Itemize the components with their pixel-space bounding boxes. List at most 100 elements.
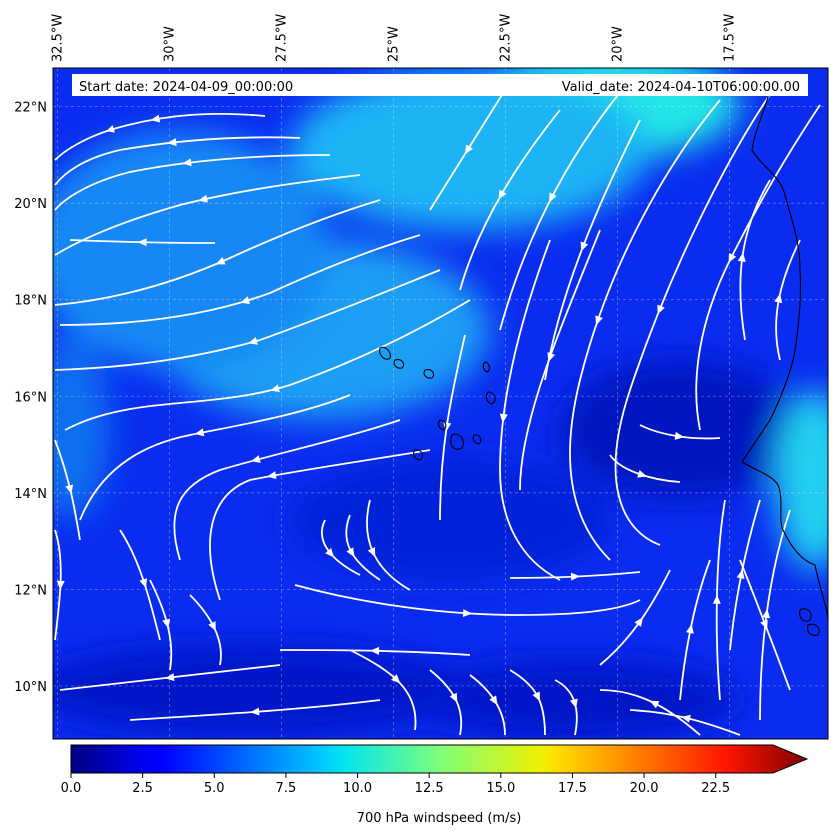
- colorbar-tick-label: 17.5: [558, 781, 587, 796]
- windspeed-low-east: [560, 360, 800, 500]
- streamline: [59, 664, 281, 691]
- streamline: [209, 449, 431, 601]
- streamline-arrow: [674, 431, 685, 440]
- streamline-arrow: [370, 646, 380, 655]
- colorbar-body: [70, 744, 809, 774]
- streamline-arrow: [194, 428, 205, 437]
- bijagos-island: [799, 608, 812, 622]
- cape-verde-island: [438, 419, 447, 431]
- streamline: [79, 394, 351, 521]
- streamline-arrow: [570, 572, 581, 581]
- streamline-arrow: [182, 158, 192, 167]
- bijagos-island: [807, 623, 820, 636]
- cape-verde-island: [472, 434, 482, 445]
- longitude-labels: 32.5°W 30°W 27.5°W 25°W 22.5°W 20°W 17.5°W: [50, 14, 737, 62]
- streamline-arrow: [736, 569, 745, 579]
- colorbar-ticks: 0.0 2.5 5.0 7.5 10.0 12.5 15.0 17.5 20.0 22.5: [61, 773, 730, 796]
- streamline: [294, 584, 641, 616]
- streamline-arrow: [634, 617, 643, 627]
- latitude-label: 20°N: [14, 197, 47, 212]
- latitude-label: 10°N: [14, 680, 47, 695]
- streamline-arrow: [649, 700, 660, 709]
- latitude-label: 12°N: [14, 583, 47, 598]
- streamline-arrow: [712, 594, 721, 604]
- streamline-arrow: [240, 296, 251, 304]
- cape-verde-island: [482, 361, 490, 373]
- latitude-label: 18°N: [14, 294, 47, 309]
- streamline-arrow: [250, 707, 260, 716]
- streamline-arrow: [498, 189, 507, 200]
- streamline-arrow: [449, 692, 458, 703]
- streamline-arrow: [532, 691, 541, 702]
- header-bar: [72, 74, 808, 96]
- colorbar-tick-label: 22.5: [701, 781, 730, 796]
- streamline-arrow: [547, 352, 556, 362]
- cape-verde-island: [379, 346, 391, 360]
- streamline: [54, 136, 301, 186]
- streamline: [64, 299, 471, 431]
- cape-verde-island: [413, 449, 424, 461]
- streamline-arrow: [65, 484, 74, 495]
- streamline-arrow: [464, 144, 474, 155]
- streamline-arrow: [774, 293, 783, 304]
- streamline: [499, 79, 631, 331]
- streamline: [54, 269, 441, 371]
- longitude-label: 30°W: [162, 26, 177, 62]
- streamline-arrow: [367, 547, 376, 557]
- streamline-arrow: [685, 624, 694, 634]
- streamline-arrow: [462, 609, 473, 618]
- windspeed-core-coast: [775, 390, 828, 570]
- streamline: [173, 419, 401, 561]
- streamline-arrow: [570, 698, 578, 709]
- streamline-arrow: [266, 471, 277, 480]
- streamline-arrow: [549, 192, 557, 203]
- streamline: [321, 519, 361, 576]
- cape-verde-island: [423, 369, 435, 379]
- streamline-arrow: [167, 138, 177, 147]
- streamline-arrow: [637, 469, 647, 478]
- colorbar-tick-label: 20.0: [630, 781, 659, 796]
- cape-verde-island: [393, 359, 405, 369]
- streamline-arrow: [162, 618, 171, 629]
- streamline: [569, 99, 721, 561]
- cape-verde-island: [485, 391, 496, 405]
- streamline: [599, 689, 701, 736]
- colorbar-tick-label: 10.0: [343, 781, 372, 796]
- windspeed-core-west: [53, 130, 330, 370]
- streamline-arrow: [325, 548, 335, 558]
- longitude-label: 22.5°W: [498, 14, 513, 62]
- colorbar-tick-label: 5.0: [204, 781, 225, 796]
- streamline-arrow: [137, 238, 147, 247]
- longitude-label: 32.5°W: [50, 14, 65, 62]
- streamline-arrow: [215, 256, 226, 265]
- streamline: [54, 154, 331, 211]
- streamline-arrow: [657, 304, 665, 315]
- streamline: [54, 199, 381, 306]
- streamline: [59, 234, 421, 326]
- streamline: [279, 649, 471, 656]
- streamline-arrow: [489, 695, 498, 706]
- streamline: [54, 174, 361, 256]
- windspeed-field: [53, 68, 828, 739]
- map-frame: [52, 67, 829, 740]
- latitude-label: 16°N: [14, 390, 47, 405]
- longitude-label: 20°W: [610, 26, 625, 62]
- streamline-arrow: [760, 619, 768, 630]
- streamline-arrow: [346, 547, 355, 558]
- streamline-arrow: [56, 580, 65, 590]
- latitude-labels: 22°N 20°N 18°N 16°N 14°N 12°N 10°N: [14, 101, 47, 695]
- coastlines: [379, 89, 828, 636]
- longitude-label: 27.5°W: [274, 14, 289, 62]
- streamline-arrow: [728, 253, 737, 263]
- streamline-arrow: [737, 252, 746, 263]
- streamline-arrow: [391, 674, 401, 684]
- streamline-arrow: [248, 337, 258, 345]
- streamline: [614, 79, 781, 546]
- colorbar-tick-label: 7.5: [276, 781, 297, 796]
- streamline: [519, 229, 601, 491]
- streamlines: [54, 79, 821, 736]
- streamline-arrow: [165, 673, 175, 682]
- streamline: [499, 239, 561, 581]
- streamline-arrow: [251, 455, 261, 463]
